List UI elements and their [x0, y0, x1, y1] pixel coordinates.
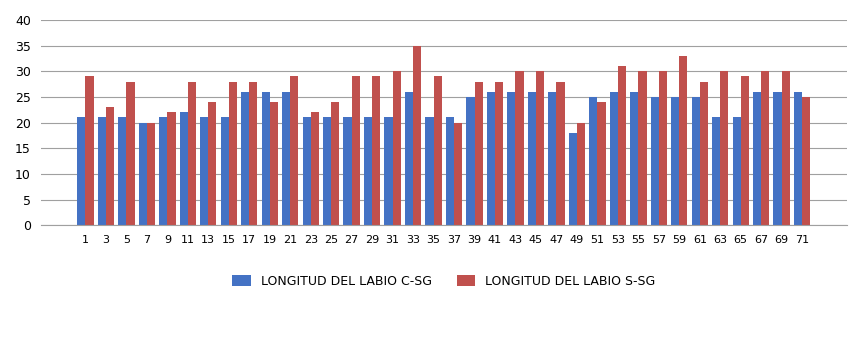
Bar	[486, 92, 494, 225]
Bar	[494, 81, 503, 225]
Bar	[474, 81, 482, 225]
Bar	[691, 97, 699, 225]
Bar	[760, 71, 769, 225]
Bar	[629, 92, 638, 225]
Bar	[405, 92, 412, 225]
Bar	[323, 118, 331, 225]
Bar	[527, 92, 536, 225]
Bar	[179, 112, 188, 225]
Bar	[658, 71, 666, 225]
Bar	[302, 118, 310, 225]
Bar	[351, 77, 359, 225]
Bar	[282, 92, 290, 225]
Bar	[466, 97, 474, 225]
Bar	[671, 97, 678, 225]
Bar	[106, 107, 114, 225]
Bar	[536, 71, 543, 225]
Bar	[548, 92, 556, 225]
Bar	[261, 92, 269, 225]
Bar	[228, 81, 237, 225]
Bar	[85, 77, 94, 225]
Bar	[753, 92, 760, 225]
Bar	[384, 118, 392, 225]
Bar	[127, 81, 134, 225]
Bar	[97, 118, 106, 225]
Bar	[740, 77, 748, 225]
Bar	[793, 92, 802, 225]
Bar	[412, 46, 421, 225]
Bar	[249, 81, 257, 225]
Legend: LONGITUD DEL LABIO C-SG, LONGITUD DEL LABIO S-SG: LONGITUD DEL LABIO C-SG, LONGITUD DEL LA…	[226, 268, 661, 294]
Bar	[609, 92, 617, 225]
Bar	[781, 71, 789, 225]
Bar	[139, 122, 146, 225]
Bar	[556, 81, 564, 225]
Bar	[424, 118, 433, 225]
Bar	[331, 102, 339, 225]
Bar	[638, 71, 646, 225]
Bar	[146, 122, 155, 225]
Bar	[772, 92, 781, 225]
Bar	[310, 112, 319, 225]
Bar	[200, 118, 208, 225]
Bar	[720, 71, 728, 225]
Bar	[732, 118, 740, 225]
Bar	[515, 71, 523, 225]
Bar	[568, 133, 576, 225]
Bar	[454, 122, 461, 225]
Bar	[392, 71, 400, 225]
Bar	[269, 102, 277, 225]
Bar	[208, 102, 216, 225]
Bar	[576, 122, 585, 225]
Bar	[650, 97, 658, 225]
Bar	[77, 118, 85, 225]
Bar	[372, 77, 380, 225]
Bar	[699, 81, 707, 225]
Bar	[678, 56, 687, 225]
Bar	[445, 118, 454, 225]
Bar	[290, 77, 298, 225]
Bar	[433, 77, 441, 225]
Bar	[589, 97, 597, 225]
Bar	[118, 118, 127, 225]
Bar	[241, 92, 249, 225]
Bar	[159, 118, 167, 225]
Bar	[597, 102, 605, 225]
Bar	[363, 118, 372, 225]
Bar	[167, 112, 176, 225]
Bar	[711, 118, 720, 225]
Bar	[343, 118, 351, 225]
Bar	[220, 118, 228, 225]
Bar	[802, 97, 809, 225]
Bar	[617, 66, 625, 225]
Bar	[188, 81, 195, 225]
Bar	[506, 92, 515, 225]
